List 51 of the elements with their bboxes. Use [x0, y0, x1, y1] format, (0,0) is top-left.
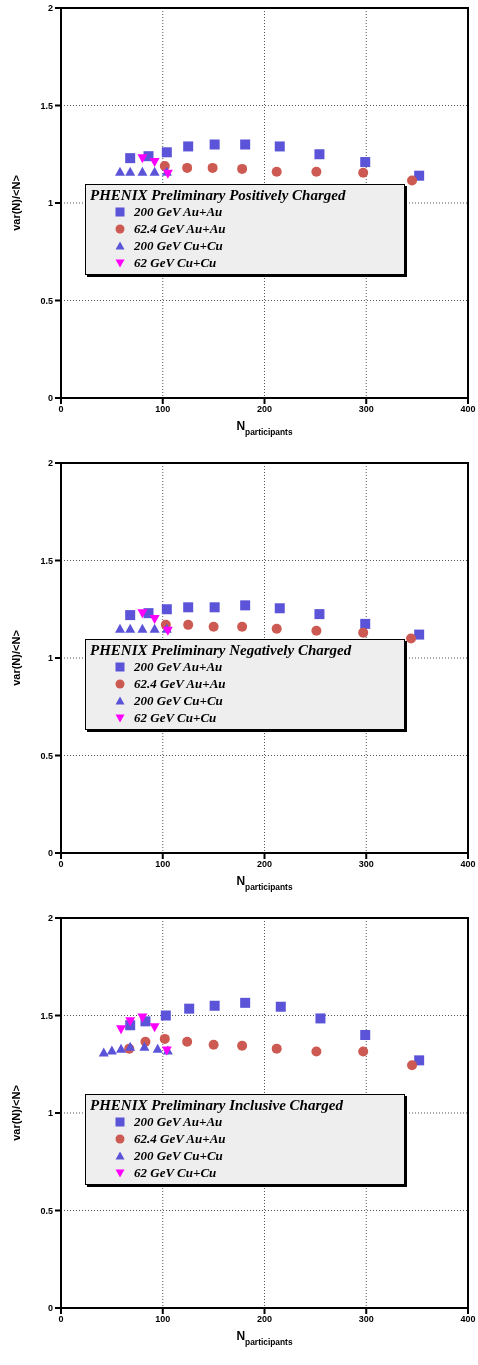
x-tick-label: 0	[58, 859, 64, 870]
legend-label: 62.4 GeV Au+Au	[134, 1131, 226, 1147]
y-tick-label: 1.5	[40, 100, 53, 111]
legend-label: 200 GeV Au+Au	[134, 204, 223, 220]
legend-label: 62.4 GeV Au+Au	[134, 221, 226, 237]
x-tick-label: 400	[460, 1314, 476, 1325]
x-tick-label: 200	[256, 859, 273, 870]
y-tick-label: 2	[47, 3, 53, 14]
legend-label: 62 GeV Cu+Cu	[134, 255, 217, 271]
x-tick-label: 300	[358, 1314, 374, 1325]
x-tick-label: 0	[58, 1314, 64, 1325]
legend-label: 200 GeV Au+Au	[134, 659, 223, 675]
x-tick-label: 400	[460, 859, 476, 870]
y-tick-label: 2	[47, 458, 53, 469]
y-tick-label: 0.5	[40, 750, 53, 761]
legend-label: 62 GeV Cu+Cu	[134, 1165, 217, 1181]
x-tick-label: 200	[256, 1314, 273, 1325]
y-tick-label: 1	[47, 198, 53, 209]
y-tick-label: 2	[47, 913, 53, 924]
x-tick-label: 400	[460, 404, 476, 415]
y-tick-label: 0	[47, 848, 53, 859]
x-axis-title: N$_{participants}$	[236, 1329, 293, 1347]
legend-title: PHENIX Preliminary Negatively Charged	[90, 641, 353, 659]
y-tick-label: 0	[47, 393, 53, 404]
legend-label: 200 GeV Au+Au	[134, 1114, 223, 1130]
y-tick-label: 0.5	[40, 1205, 53, 1216]
y-tick-label: 1	[47, 653, 53, 664]
y-tick-label: 0.5	[40, 295, 53, 306]
y-axis-title: var(N)/<N>	[10, 175, 22, 231]
y-axis-title: var(N)/<N>	[10, 1085, 22, 1141]
x-tick-label: 200	[256, 404, 273, 415]
x-axis-title: N$_{participants}$	[236, 419, 293, 437]
y-tick-label: 1.5	[40, 555, 53, 566]
x-tick-label: 100	[155, 859, 171, 870]
legend-label: 62.4 GeV Au+Au	[134, 676, 226, 692]
x-tick-label: 300	[358, 404, 374, 415]
y-axis-title: var(N)/<N>	[10, 630, 22, 686]
y-tick-label: 1.5	[40, 1010, 53, 1021]
legend-label: 200 GeV Cu+Cu	[134, 238, 223, 254]
legend-title: PHENIX Preliminary Positively Charged	[90, 186, 347, 204]
y-tick-label: 1	[47, 1108, 53, 1119]
legend-title: PHENIX Preliminary Inclusive Charged	[90, 1096, 344, 1114]
x-tick-label: 0	[58, 404, 64, 415]
x-tick-label: 100	[155, 1314, 171, 1325]
x-axis-title: N$_{participants}$	[236, 874, 293, 892]
legend-label: 200 GeV Cu+Cu	[134, 693, 223, 709]
legend-label: 62 GeV Cu+Cu	[134, 710, 217, 726]
legend-label: 200 GeV Cu+Cu	[134, 1148, 223, 1164]
y-tick-label: 0	[47, 1303, 53, 1314]
x-tick-label: 100	[155, 404, 171, 415]
x-tick-label: 300	[358, 859, 374, 870]
